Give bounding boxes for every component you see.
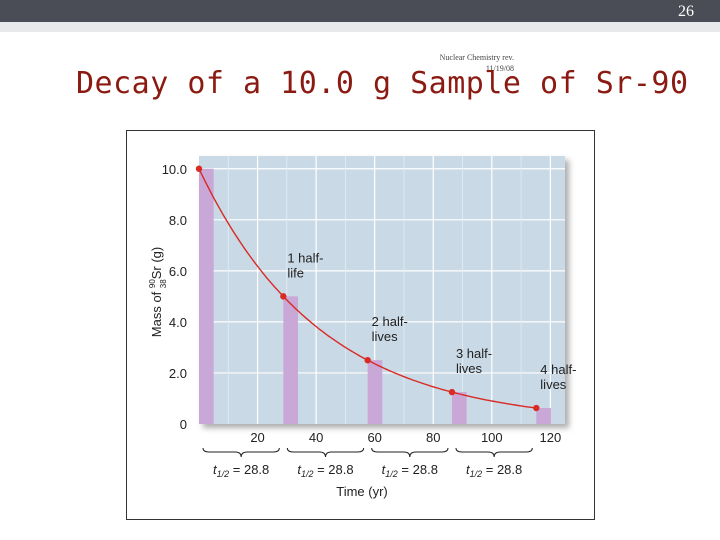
x-tick-label: 100 <box>481 430 503 445</box>
ylabel-prefix: Mass of <box>149 288 164 337</box>
decay-chart: 0 2.0 4.0 6.0 8.0 10.0 20 40 60 80 100 120 1 half-li… <box>148 156 576 499</box>
half-life-value: = 28.8 <box>313 462 353 477</box>
data-point <box>364 356 371 364</box>
half-life-annotation: 3 half-lives <box>456 346 492 376</box>
half-life-subscript: 1/2 <box>470 469 483 479</box>
y-axis-title: Mass of 90 38Sr (g) <box>148 247 168 337</box>
ylabel-unit: (g) <box>149 247 164 267</box>
half-life-annotation: 4 half-lives <box>540 362 576 392</box>
x-tick-label: 120 <box>540 430 562 445</box>
half-life-label: t1/2 = 28.8 <box>297 462 353 479</box>
x-tick-label: 20 <box>250 430 264 445</box>
bar <box>451 392 467 424</box>
half-life-symbol: t <box>297 462 302 477</box>
half-life-annotation: 1 half-life <box>287 250 323 280</box>
slide-title: Decay of a 10.0 g Sample of Sr-90 <box>76 66 689 101</box>
annotation-line: lives <box>540 377 567 392</box>
x-axis-title: Time (yr) <box>336 484 388 499</box>
half-life-value: = 28.8 <box>229 462 269 477</box>
ylabel-atomic-number: 38 <box>159 279 168 288</box>
half-life-symbol: t <box>466 462 471 477</box>
ylabel-mass-number: 90 <box>148 279 157 288</box>
data-point <box>195 165 203 172</box>
slide-number: 26 <box>678 3 694 20</box>
half-life-subscript: 1/2 <box>301 469 314 479</box>
half-life-value: = 28.8 <box>482 462 522 477</box>
bar <box>283 296 298 424</box>
bar <box>536 408 551 424</box>
annotation-line: lives <box>372 329 399 344</box>
half-life-brace <box>455 447 533 458</box>
annotation-line: life <box>287 265 304 280</box>
slide-accent-bar <box>0 22 720 32</box>
y-tick-label: 8.0 <box>169 213 187 228</box>
annotation-line: 3 half- <box>456 346 492 361</box>
y-tick-label: 2.0 <box>169 366 187 381</box>
bar <box>199 168 214 424</box>
half-life-brace <box>286 447 365 458</box>
y-tick-label: 0 <box>180 417 187 432</box>
annotation-line: lives <box>456 361 483 376</box>
data-point <box>448 388 456 396</box>
data-point <box>533 404 540 412</box>
annotation-line: 1 half- <box>287 250 323 265</box>
y-tick-label: 6.0 <box>169 264 187 279</box>
slide-top-bar <box>0 0 720 22</box>
half-life-subscript: 1/2 <box>385 469 398 479</box>
x-tick-label: 60 <box>367 430 381 445</box>
x-tick-label: 80 <box>426 430 440 445</box>
x-tick-label: 40 <box>309 430 323 445</box>
data-point <box>280 293 287 300</box>
half-life-value: = 28.8 <box>398 462 438 477</box>
half-life-subscript: 1/2 <box>217 469 230 479</box>
half-life-label: t1/2 = 28.8 <box>213 462 269 479</box>
half-life-brace <box>371 447 449 458</box>
annotation-line: 2 half- <box>372 314 408 329</box>
half-life-label: t1/2 = 28.8 <box>466 462 522 479</box>
chart-figure: 0 2.0 4.0 6.0 8.0 10.0 20 40 60 80 100 120 1 half-li… <box>126 130 595 520</box>
half-life-annotation: 2 half-lives <box>372 314 408 344</box>
annotation-line: 4 half- <box>540 362 576 377</box>
half-life-brace <box>202 447 280 458</box>
half-life-label: t1/2 = 28.8 <box>382 462 438 479</box>
footer-note: Nuclear Chemistry rev. 11/19/08 <box>439 53 514 73</box>
half-life-symbol: t <box>382 462 387 477</box>
ylabel-element: Sr <box>149 266 164 280</box>
half-life-symbol: t <box>213 462 218 477</box>
y-tick-label: 10.0 <box>162 162 187 177</box>
bar <box>367 360 383 424</box>
y-tick-label: 4.0 <box>169 315 187 330</box>
